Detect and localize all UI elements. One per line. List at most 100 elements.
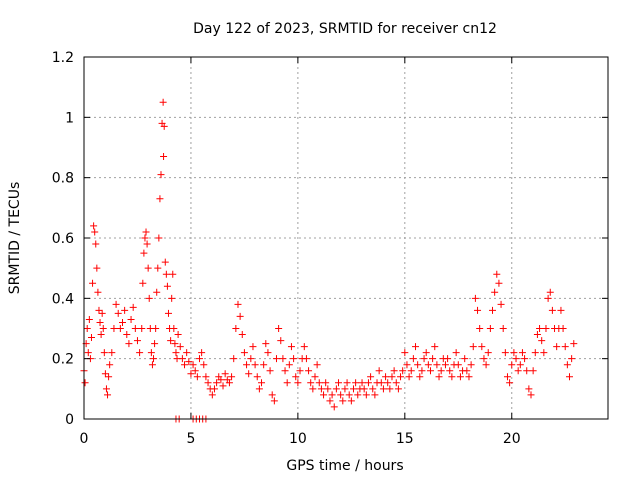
data-point [125,340,133,348]
data-point [187,370,195,378]
data-point [347,397,355,405]
data-point [106,361,114,369]
data-point [279,355,287,363]
data-point [523,367,531,375]
data-point [563,361,571,369]
data-point [112,300,120,308]
data-point [151,340,159,348]
data-point [382,373,390,381]
data-point [139,279,147,287]
data-point [441,361,449,369]
y-tick-label: 1 [65,110,74,126]
data-point [433,361,441,369]
data-point [238,331,246,339]
data-point [341,385,349,393]
data-point [499,325,507,332]
y-tick-label: 0 [65,412,74,428]
data-point [249,343,257,351]
data-point [533,331,541,339]
data-point [518,349,526,357]
data-point [138,325,146,332]
data-point [118,318,126,326]
data-point [429,355,437,363]
data-point [281,367,289,375]
data-point [397,373,405,381]
data-point [287,343,295,351]
data-point [198,349,206,357]
data-point [110,325,118,332]
x-tick-label: 15 [396,431,414,447]
data-point [531,349,539,357]
data-point [506,379,514,387]
data-point [354,391,362,399]
data-point [95,306,103,314]
y-tick-label: 0.2 [52,352,74,368]
data-point [170,325,178,332]
data-point [144,264,152,272]
data-point [160,122,168,130]
data-point [307,379,315,387]
data-point [330,403,338,411]
data-point [369,385,377,393]
data-point [277,337,285,345]
data-point [326,397,334,405]
data-point [536,325,544,332]
data-point [399,367,407,375]
x-axis-label: GPS time / hours [286,458,403,474]
data-point [465,373,473,381]
data-point [148,361,156,369]
data-point [221,370,229,378]
data-point [568,355,576,363]
data-point [489,306,497,314]
data-point [121,306,129,314]
data-point [159,98,167,106]
data-point [232,325,240,332]
data-point [362,391,370,399]
data-point [358,379,366,387]
data-point [195,355,203,363]
data-point [94,288,102,296]
data-point [247,355,255,363]
data-point [253,373,261,381]
data-point [510,349,518,357]
data-point [98,309,106,317]
data-point [272,355,280,363]
data-point [420,355,428,363]
data-point [360,385,368,393]
data-point [193,373,201,381]
data-point [129,303,137,311]
data-point [474,306,482,314]
data-point [213,379,221,387]
data-point [230,355,238,363]
data-point [538,337,546,345]
x-tick-labels: 0 5 10 15 20 [80,431,521,447]
data-point [204,379,212,387]
data-point [142,228,150,236]
data-point [183,349,191,357]
data-point [143,240,151,248]
data-point [294,379,302,387]
data-point [392,379,400,387]
data-point [162,270,170,278]
data-point [105,373,113,381]
data-point [516,361,524,369]
data-point [169,270,177,278]
data-point [228,373,236,381]
data-point [152,325,160,332]
data-point [377,379,385,387]
data-point [456,373,464,381]
data-point [164,309,172,317]
data-point [345,391,353,399]
data-point [337,391,345,399]
data-point [97,331,105,339]
data-point [200,361,208,369]
data-point [90,222,98,230]
data-point [141,234,149,242]
data-point [426,367,434,375]
data-point [234,300,242,308]
data-point [409,355,417,363]
data-point [317,385,325,393]
data-point [478,343,486,351]
data-point [264,349,272,357]
data-point [375,367,383,375]
